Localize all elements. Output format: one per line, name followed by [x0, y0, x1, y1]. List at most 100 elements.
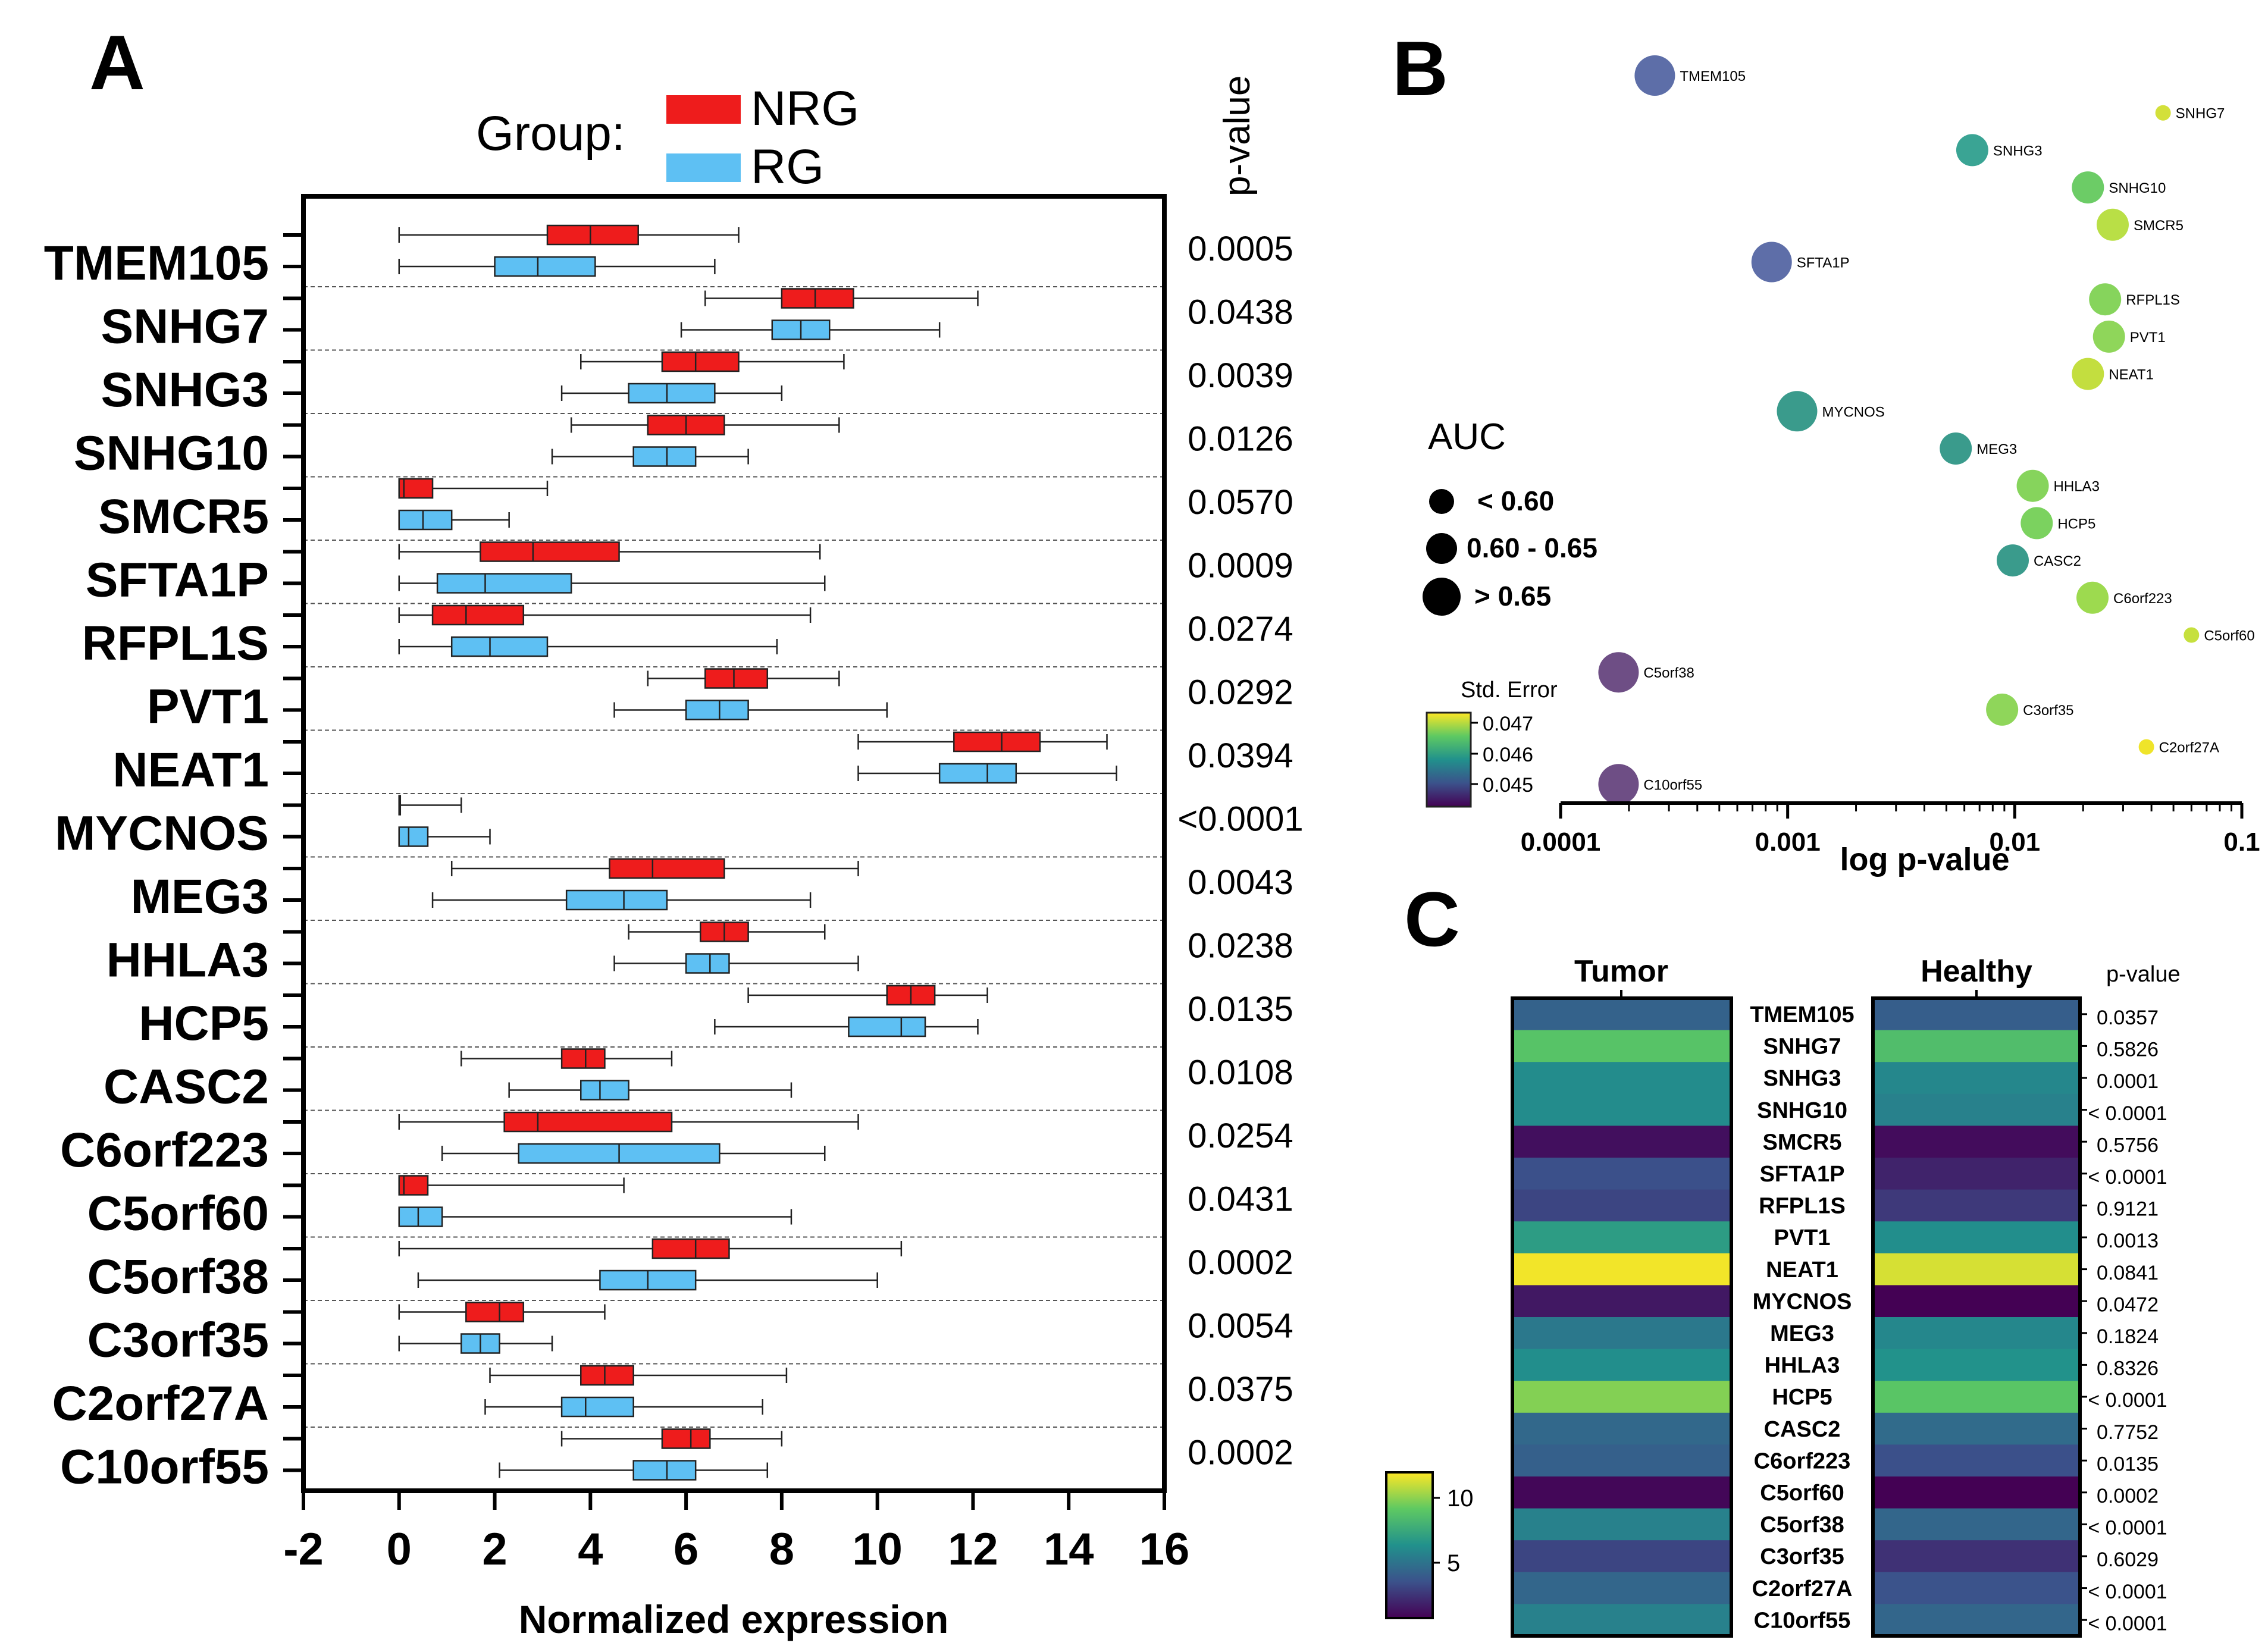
gene-row-snhg3: SNHG3 0.0039 — [101, 351, 1293, 417]
heatmap-p-value: < 0.0001 — [2088, 1517, 2167, 1540]
box-rg — [417, 1269, 878, 1291]
stderr-legend: Std. Error 0.047 0.046 0.045 — [1426, 678, 1558, 808]
scatter-point-mycnos: MYCNOS — [1777, 391, 1885, 432]
box-iqr — [431, 604, 525, 626]
box-rg — [484, 1396, 763, 1418]
x-tick-label: 0.001 — [1755, 827, 1821, 857]
p-value-label: 0.0274 — [1188, 610, 1293, 648]
stderr-colorbar — [1426, 711, 1472, 808]
scatter-point-smcr5: SMCR5 — [2096, 208, 2184, 241]
stderr-tick-label-2: 0.046 — [1483, 744, 1533, 766]
heatmap-cell-tumor — [1512, 1093, 1731, 1126]
p-value-label: 0.0438 — [1188, 293, 1293, 332]
box-rg — [441, 1143, 826, 1164]
p-value-label: <0.0001 — [1177, 800, 1303, 839]
gene-label: SNHG10 — [74, 427, 269, 481]
heatmap-cell-healthy — [1873, 1253, 2080, 1286]
heatmap-cell-tumor — [1512, 1508, 1731, 1541]
scatter-dot — [1940, 432, 1972, 465]
gene-row-snhg7: SNHG7 0.0438 — [101, 288, 1293, 354]
box-rg — [398, 826, 491, 847]
gene-row-snhg10: SNHG10 0.0126 — [74, 415, 1293, 481]
scatter-label: C5orf38 — [1643, 665, 1694, 681]
heatmap-row-tmem105: TMEM105 0.0357 — [1512, 998, 2159, 1031]
heatmap-row-label: SNHG3 — [1763, 1066, 1841, 1091]
box-iqr — [953, 731, 1041, 753]
scatter-dot — [2092, 320, 2125, 353]
box-iqr — [651, 1238, 730, 1259]
stderr-tick-label-3: 0.045 — [1483, 774, 1533, 797]
heatmap-row-c6orf223: C6orf223 0.0135 — [1512, 1444, 2159, 1477]
heatmap-cell-tumor — [1512, 1412, 1731, 1445]
heatmap-row-label: SNHG10 — [1757, 1098, 1847, 1123]
scatter-label: SNHG10 — [2109, 180, 2166, 196]
heatmap-cell-healthy — [1873, 1317, 2080, 1350]
gene-label: C10orf55 — [60, 1440, 269, 1494]
gene-label: MEG3 — [131, 870, 269, 924]
heatmap-row-c2orf27a: C2orf27A < 0.0001 — [1512, 1572, 2167, 1604]
pvalue-header-a: p-value — [1217, 76, 1258, 196]
scatter-dot — [2072, 171, 2104, 204]
gene-row-meg3: MEG3 0.0043 — [131, 858, 1293, 924]
p-value-label: 0.0135 — [1188, 990, 1293, 1029]
heatmap-row-mycnos: MYCNOS 0.0472 — [1512, 1285, 2159, 1318]
heatmap-row-rfpl1s: RFPL1S 0.9121 — [1512, 1189, 2159, 1222]
heatmap-p-value: < 0.0001 — [2088, 1102, 2167, 1125]
heatmap-row-label: SNHG7 — [1763, 1034, 1841, 1059]
gene-label: C5orf38 — [87, 1250, 269, 1304]
heatmap-cell-tumor — [1512, 1189, 1731, 1222]
heatmap-frame-tumor — [1511, 996, 1733, 1638]
gene-label: C6orf223 — [60, 1123, 269, 1177]
box-iqr — [436, 573, 572, 594]
scatter-label: SFTA1P — [1797, 255, 1850, 271]
heatmap-cell-healthy — [1873, 1062, 2080, 1095]
heatmap-row-label: HCP5 — [1772, 1385, 1832, 1410]
p-value-label: 0.0009 — [1188, 547, 1293, 585]
p-value-label: 0.0375 — [1188, 1370, 1293, 1409]
p-value-label: 0.0054 — [1188, 1307, 1293, 1346]
scatter-point-c10orf55: C10orf55 — [1598, 764, 1702, 805]
heatmap-row-label: C6orf223 — [1754, 1449, 1851, 1474]
gene-label: RFPL1S — [82, 616, 269, 670]
x-tick-label: -2 — [283, 1524, 324, 1575]
box-iqr — [685, 700, 749, 720]
x-tick-label: 14 — [1044, 1524, 1094, 1575]
scatter-label: HHLA3 — [2054, 479, 2100, 495]
heatmap-p-value: 0.0841 — [2097, 1262, 2159, 1284]
x-axis-label-b: log p-value — [1840, 842, 2009, 877]
scatter-label: HCP5 — [2057, 516, 2095, 532]
panel-label-b: B — [1392, 25, 1448, 112]
p-value-label: 0.0292 — [1188, 673, 1293, 712]
p-value-label: 0.0238 — [1188, 927, 1293, 965]
box-iqr — [398, 509, 453, 531]
heatmap-cell-tumor — [1512, 1572, 1731, 1604]
p-value-label: 0.0431 — [1188, 1180, 1293, 1219]
heatmap-p-value: 0.7752 — [2097, 1421, 2159, 1444]
heatmap-cell-healthy — [1873, 1508, 2080, 1541]
scatter-label: C3orf35 — [2023, 703, 2073, 719]
scatter-point-c5orf38: C5orf38 — [1598, 652, 1694, 693]
scatter-dot — [1986, 693, 2019, 726]
auc-legend-label-large: > 0.65 — [1474, 581, 1551, 612]
box-iqr — [580, 1365, 634, 1386]
heatmap-cell-tumor — [1512, 1126, 1731, 1158]
scatter-point-c3orf35: C3orf35 — [1986, 693, 2074, 726]
box-nrg — [489, 1365, 788, 1386]
scatter-dot — [2076, 581, 2109, 614]
heatmap-frame-healthy — [1871, 996, 2082, 1638]
scatter-dot — [2020, 507, 2053, 540]
gene-row-c5orf38: C5orf38 0.0002 — [87, 1238, 1293, 1304]
scatter-label: TMEM105 — [1680, 68, 1746, 84]
box-rg — [398, 1206, 792, 1227]
gene-row-hhla3: HHLA3 0.0238 — [106, 921, 1293, 987]
box-iqr — [560, 1396, 634, 1418]
p-value-label: 0.0126 — [1188, 420, 1293, 459]
box-nrg — [398, 478, 549, 499]
scatter-point-c6orf223: C6orf223 — [2076, 581, 2172, 614]
box-nrg — [398, 1238, 903, 1259]
scatter-label: SNHG3 — [1993, 143, 2043, 159]
heatmap-row-c10orf55: C10orf55 < 0.0001 — [1512, 1604, 2167, 1637]
heatmap-cell-healthy — [1873, 1572, 2080, 1604]
box-rg — [398, 256, 716, 277]
gene-label: MYCNOS — [55, 807, 269, 861]
